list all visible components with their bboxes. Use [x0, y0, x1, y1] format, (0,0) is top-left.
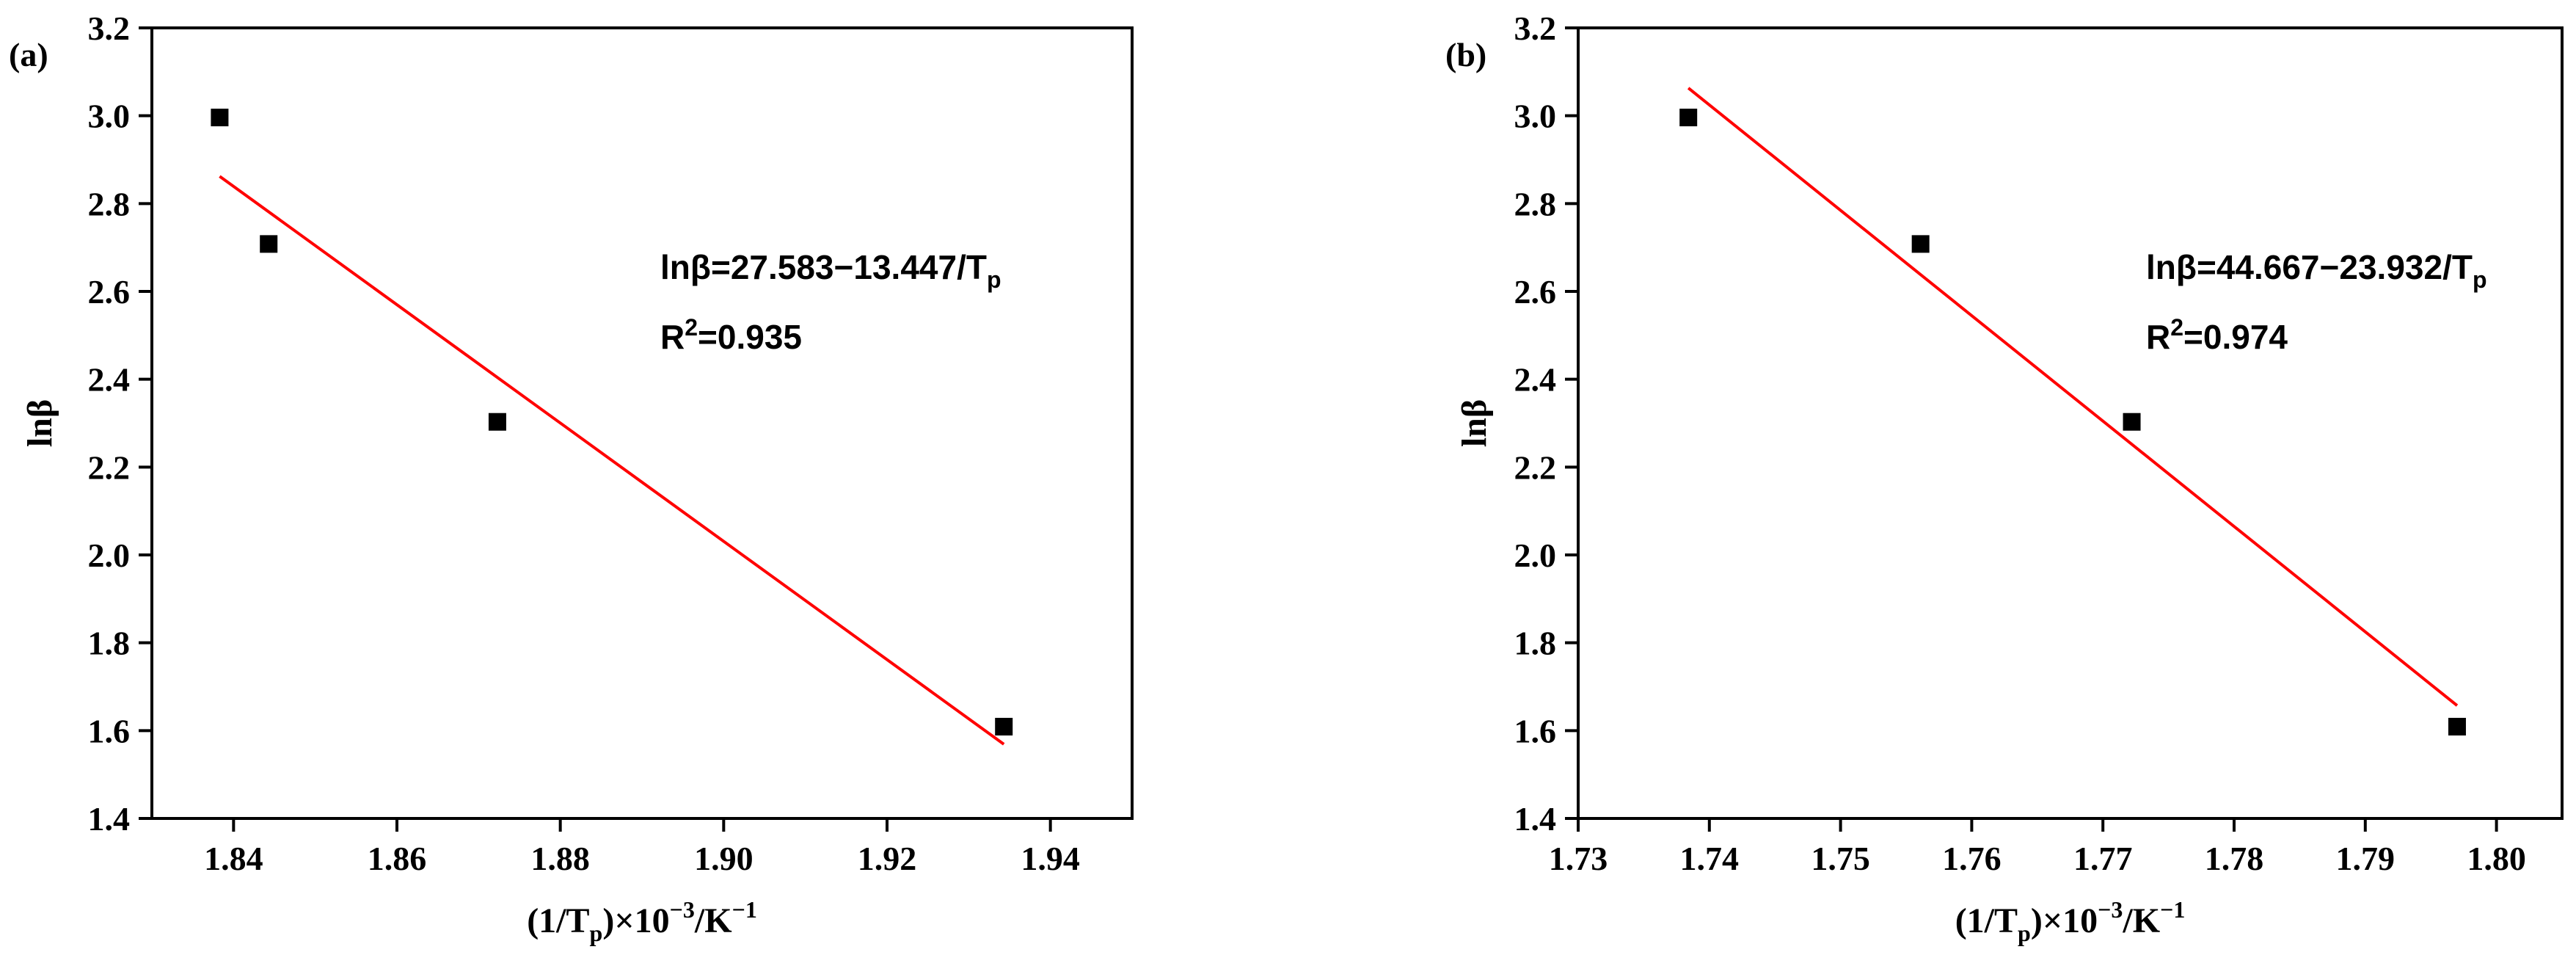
- x-tick-label: 1.74: [1680, 840, 1740, 877]
- fit-equation: lnβ=44.667−23.932/Tp: [2146, 248, 2487, 293]
- x-tick-label: 1.80: [2467, 840, 2526, 877]
- r-squared: R2=0.974: [2146, 314, 2288, 356]
- panel-label: (b): [1445, 36, 1486, 73]
- x-tick-label: 1.75: [1811, 840, 1870, 877]
- y-tick-label: 2.4: [1514, 361, 1557, 399]
- y-tick-label: 2.8: [88, 185, 131, 222]
- data-point: [260, 235, 278, 253]
- data-point: [1911, 235, 1930, 253]
- y-tick-label: 3.0: [88, 98, 131, 135]
- x-tick-label: 1.76: [1942, 840, 2002, 877]
- data-point: [211, 109, 229, 127]
- x-tick-label: 1.78: [2205, 840, 2264, 877]
- y-tick-label: 2.2: [88, 448, 131, 486]
- data-point: [2448, 717, 2466, 736]
- y-tick-label: 2.0: [1514, 537, 1557, 574]
- y-axis-title: lnβ: [1455, 399, 1494, 447]
- y-tick-label: 1.6: [88, 712, 131, 749]
- panel-label: (a): [9, 36, 48, 73]
- x-tick-label: 1.73: [1549, 840, 1608, 877]
- r-squared: R2=0.935: [660, 314, 802, 356]
- x-axis-title: (1/Tp)×10−3/K−1: [527, 896, 757, 946]
- data-point: [1679, 109, 1698, 127]
- data-point: [2123, 413, 2141, 431]
- y-tick-label: 2.4: [88, 361, 131, 399]
- x-tick-label: 1.92: [858, 840, 917, 877]
- y-tick-label: 2.0: [88, 537, 131, 574]
- y-tick-label: 1.8: [88, 625, 131, 662]
- data-point: [995, 717, 1013, 736]
- y-axis-title: lnβ: [21, 399, 59, 447]
- x-tick-label: 1.79: [2336, 840, 2396, 877]
- y-tick-label: 2.6: [1514, 273, 1557, 310]
- y-tick-label: 3.0: [1514, 98, 1557, 135]
- y-tick-label: 1.4: [1514, 800, 1557, 838]
- fit-equation: lnβ=27.583−13.447/Tp: [660, 248, 1001, 293]
- x-tick-label: 1.88: [530, 840, 590, 877]
- x-tick-label: 1.90: [694, 840, 754, 877]
- x-tick-label: 1.77: [2073, 840, 2133, 877]
- y-tick-label: 1.8: [1514, 625, 1557, 662]
- plot-frame: [150, 26, 1134, 820]
- chart-panel-b: 1.73 1.74 1.75 1.76 1.77 1.78 1.79 1.80 1.4 1.6 1.…: [1445, 10, 2564, 946]
- fit-line: [1687, 87, 2459, 707]
- y-tick-label: 2.6: [88, 273, 131, 310]
- y-tick-label: 2.2: [1514, 448, 1557, 486]
- x-axis-title: (1/Tp)×10−3/K−1: [1955, 896, 2186, 946]
- x-tick-label: 1.84: [204, 840, 263, 877]
- y-tick-label: 2.8: [1514, 185, 1557, 222]
- x-tick-label: 1.86: [368, 840, 427, 877]
- y-tick-label: 3.2: [1514, 10, 1557, 47]
- y-tick-label: 3.2: [88, 10, 131, 47]
- x-tick-label: 1.94: [1021, 840, 1080, 877]
- y-tick-label: 1.4: [88, 800, 131, 838]
- plot-frame: [1577, 26, 2564, 820]
- fit-line: [219, 175, 1005, 746]
- data-point: [488, 413, 506, 431]
- y-tick-label: 1.6: [1514, 712, 1557, 749]
- chart-panel-a: 1.84 1.86 1.88 1.90 1.92 1.94 1.4 1.6 1.8 2.0 2.2 2…: [9, 10, 1134, 946]
